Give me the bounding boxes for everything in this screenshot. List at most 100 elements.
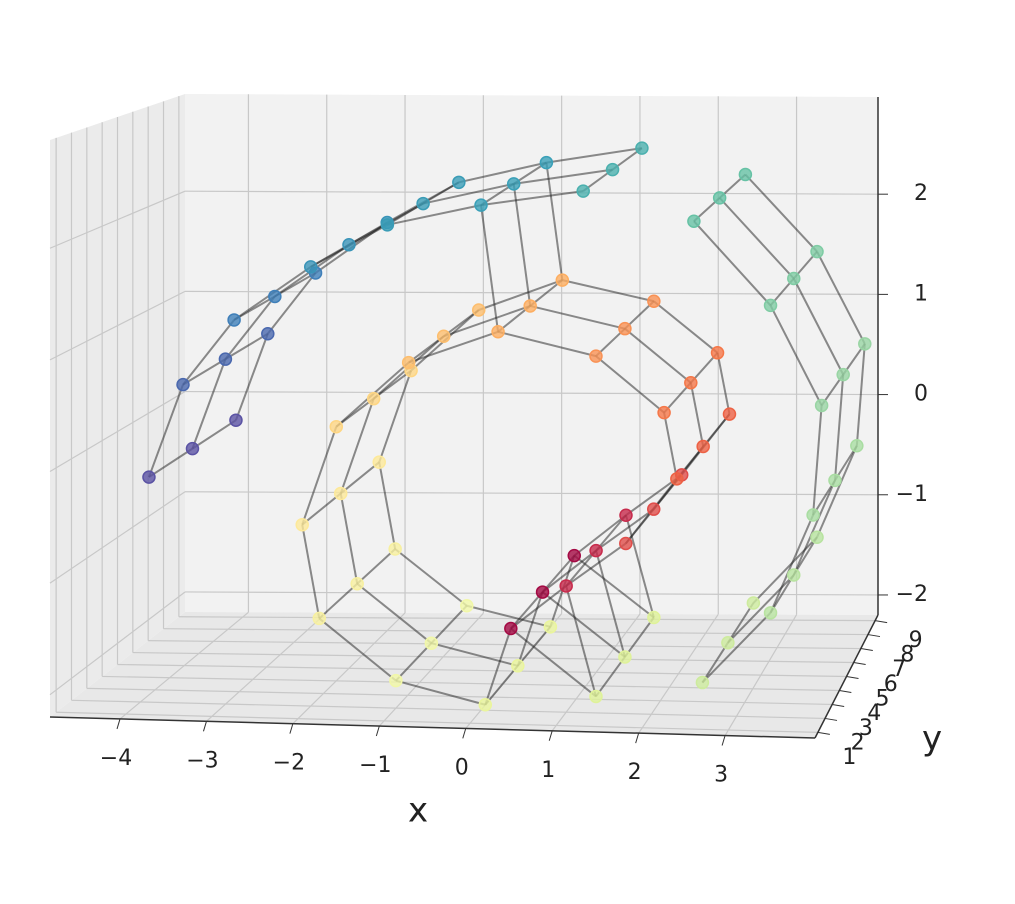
graph-edge [301,492,342,526]
graph-edge [595,514,627,552]
point [828,473,842,488]
graph-edge [443,309,480,338]
graph-edge [497,305,531,333]
z-tick-label: −1 [896,482,928,507]
y-tick-label: 2 [851,730,865,755]
graph-edge [478,279,563,311]
grid-line [49,290,186,361]
point [471,303,486,317]
graph-edge [182,358,226,386]
point [787,568,801,582]
point [589,543,603,558]
graph-edge [562,279,655,303]
x-tick [289,723,294,734]
graph-edge [546,147,643,164]
graph-edge [395,679,486,706]
point [227,313,241,327]
graph-edge [744,173,818,253]
x-tick [548,730,553,741]
graph-edge [834,445,858,481]
graph-edge [443,304,531,338]
grid-line [49,491,186,584]
graph-edge [595,508,655,552]
graph-edge [792,479,836,576]
point [506,177,521,191]
point [850,439,864,453]
point [618,650,632,664]
grid-line [71,699,826,720]
graph-edge [484,628,512,706]
graph-edge [529,304,626,330]
graph-edge [395,642,433,682]
graph-edge [595,656,626,698]
point [670,472,684,486]
point [543,620,558,634]
graph-edge [191,358,227,449]
y-tick-label: 1 [842,745,856,770]
point [647,294,661,309]
point [436,329,451,344]
graph-edge [573,514,627,557]
grid-line [56,711,818,734]
x-tick-label: 1 [541,758,555,783]
x-axis-label: x [408,791,428,831]
graph-edge [565,549,597,587]
grid-line [132,651,854,664]
graph-edge [565,542,627,587]
point [474,198,488,212]
x-tick [202,721,207,732]
grid [49,94,879,736]
grid-line [49,190,186,249]
graph-edge [480,190,584,207]
graph-edge [430,605,468,644]
point [589,349,603,363]
point [372,455,386,469]
point [589,689,603,704]
point [696,439,710,454]
graph-edge [510,627,597,698]
point [295,517,309,532]
point [710,346,725,360]
y-tick-label: 3 [859,716,873,741]
graph-edge [480,204,500,332]
y-tick [832,703,845,707]
floor-pane [50,612,878,738]
point [806,508,820,522]
graph-edge [318,582,358,620]
graph-edge [387,204,482,226]
point [460,598,474,613]
graph-edge [573,554,655,619]
graph-edge [224,332,269,361]
graph-edge [812,479,836,516]
graph-edge [624,327,692,384]
graph-edge [816,251,866,345]
y-tick-label: 4 [867,701,881,726]
graph-edge [718,197,795,280]
point [576,184,590,198]
grid-line [178,616,876,622]
graph-edge [701,612,772,684]
axes [49,97,888,746]
point [535,585,550,599]
y-tick [860,648,873,652]
point [504,621,518,636]
graph-edge [224,295,276,360]
graph-edge [394,548,468,607]
grid-line [102,675,840,692]
graph-edge [625,508,655,545]
z-tick-label: 1 [914,281,928,306]
point [657,405,671,420]
point [142,470,156,484]
point [176,377,190,392]
point [722,407,737,421]
point [261,326,275,341]
y-tick-label: 6 [884,672,898,697]
point [218,352,233,366]
y-tick-label: 7 [892,657,906,682]
point [388,542,402,556]
z-tick-label: −2 [896,582,928,607]
graph-edge [792,278,845,376]
point [787,271,801,286]
x-tick-label: 3 [714,763,728,788]
point [695,675,710,690]
